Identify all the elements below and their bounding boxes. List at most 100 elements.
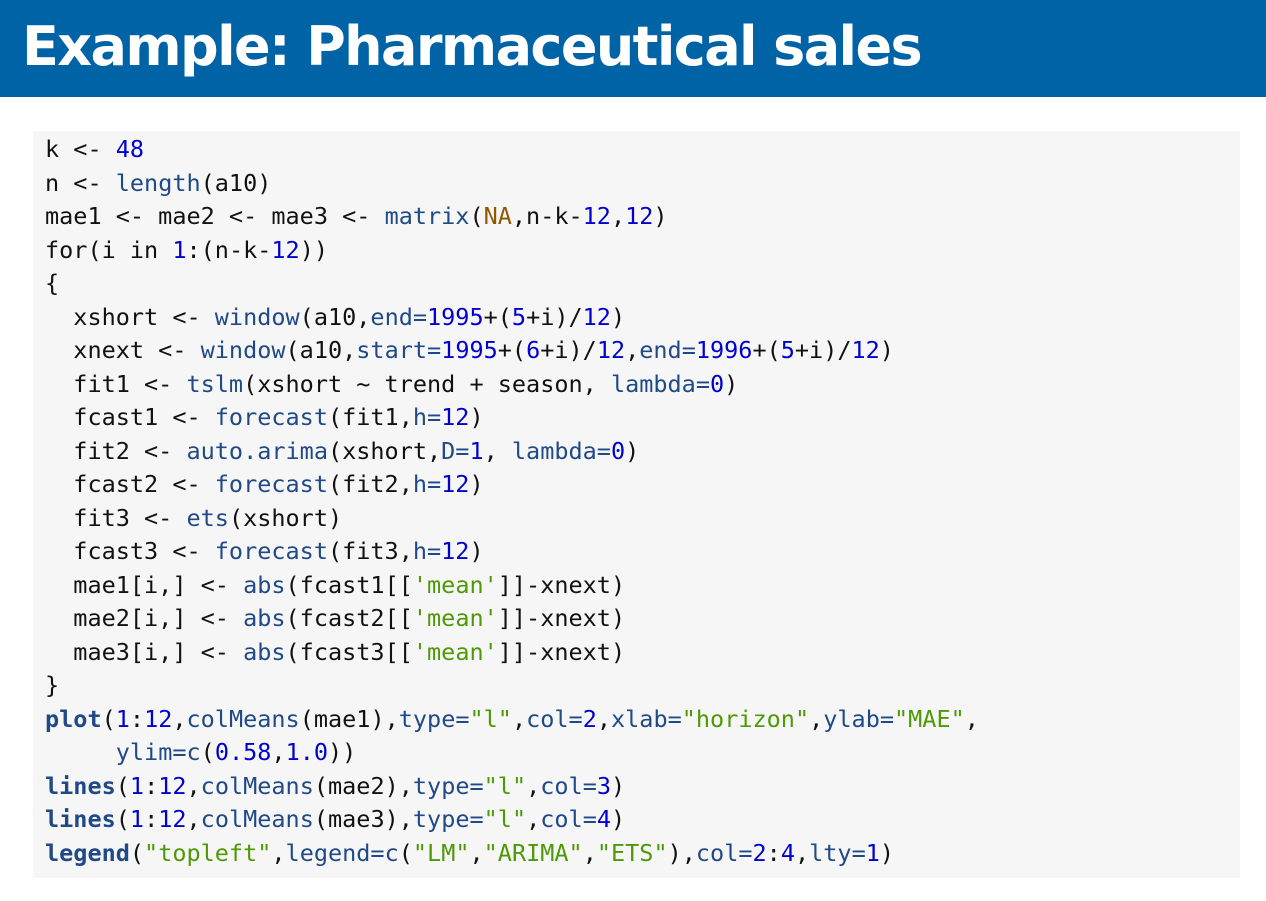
code-token: 1 [129,771,145,800]
code-token: ) [625,436,640,465]
code-line: fit3 <- ets(xshort) [45,502,1240,536]
code-token: "horizon" [681,704,810,733]
code-token: abs [243,604,286,632]
code-line: } [45,669,1240,703]
code-token: , [469,838,484,867]
code-token: ) [879,838,895,867]
code-token: 1 [115,704,130,733]
code-token: col= [526,704,583,733]
code-token: 1996 [695,336,753,364]
code-token: abs [243,637,286,666]
code-token: mae2[i,] <- [45,604,244,632]
code-token: 12 [271,235,300,264]
code-token: ) [611,771,626,800]
code-token: 2 [582,704,597,733]
code-token: colMeans [186,704,300,733]
code-token: , [271,738,286,766]
code-token: end= [370,302,428,331]
code-token: lines [45,805,116,833]
code-token: type= [412,805,484,833]
code-token: ]]-xnext) [497,604,626,632]
code-token: k <- [45,135,116,163]
code-token: , [625,336,640,364]
code-token [45,738,116,766]
code-token: 12 [582,302,611,331]
code-token: (fcast1[[ [285,570,413,599]
code-token: +( [483,302,512,331]
code-token: forecast [214,403,328,431]
code-token: xlab= [611,704,682,733]
code-token: length [115,168,201,197]
code-token: h= [412,470,442,498]
code-token: mae1 <- mae2 <- mae3 <- [45,202,385,230]
code-token: auto.arima [186,436,328,465]
code-token: 3 [596,771,612,800]
code-token: "l" [483,805,527,833]
code-token: 2 [752,838,767,867]
code-token: fcast3 <- [45,537,215,565]
code-token: fit1 <- [45,369,187,398]
code-token: (fit2, [327,470,413,498]
code-token: col= [540,805,597,833]
code-line: fit1 <- tslm(xshort ~ trend + season, la… [45,368,1240,402]
code-token: , [964,704,979,733]
code-line: fcast2 <- forecast(fit2,h=12) [45,468,1240,502]
code-token: for(i in [45,235,173,264]
code-token: 4 [780,838,795,867]
code-token: 'mean' [412,637,498,666]
code-token: 1 [172,235,187,264]
code-token: ( [115,771,130,800]
code-token: ,n-k- [511,202,583,230]
code-token: (fit3, [327,537,413,565]
code-token: 0 [610,436,626,465]
code-token: 12 [158,805,187,833]
code-line: k <- 48 [45,133,1240,167]
code-token: "l" [483,771,527,800]
code-token: tslm [186,369,244,398]
code-token: col= [695,838,753,867]
code-token: ( [101,704,116,733]
code-token: (fit1, [327,403,413,431]
code-token: : [144,771,159,800]
code-token: )) [328,738,357,766]
code-line: { [45,267,1240,301]
code-line: fcast1 <- forecast(fit1,h=12) [45,401,1240,435]
code-token: , [271,838,286,867]
code-token: 'mean' [412,570,498,599]
code-token: colMeans [200,771,314,800]
code-token: (mae2), [313,771,413,800]
code-token: ) [469,403,484,431]
code-line: legend("topleft",legend=c("LM","ARIMA","… [45,837,1240,871]
code-token: 1 [865,838,880,867]
code-token: "l" [469,704,512,733]
code-token: , [511,704,527,733]
code-token: "ETS" [596,838,668,867]
code-token: , [526,771,541,800]
code-token: colMeans [200,805,314,833]
code-token: 1 [469,436,484,465]
code-token: abs [243,570,286,599]
code-token: 1995 [441,336,498,364]
code-line: xnext <- window(a10,start=1995+(6+i)/12,… [45,334,1240,368]
code-token: ) [653,202,668,230]
code-token: type= [398,704,470,733]
code-token: ]]-xnext) [497,570,626,599]
code-token: h= [412,537,442,565]
code-token: 12 [441,470,470,498]
code-token: , [186,805,201,833]
code-token: 0.58 [214,738,272,766]
code-token: legend [45,838,130,867]
code-token: ) [724,369,739,398]
code-token: xnext <- [45,336,201,364]
code-token: h= [412,403,442,431]
code-line: lines(1:12,colMeans(mae2),type="l",col=3… [45,770,1240,804]
code-token: (mae3), [313,805,413,833]
code-line: mae1 <- mae2 <- mae3 <- matrix(NA,n-k-12… [45,200,1240,234]
code-token: c [384,838,399,867]
code-token: matrix [384,202,470,230]
code-token: ylim= [115,738,187,766]
code-token: (a10, [299,302,371,331]
code-token: lambda= [511,436,611,465]
title-bar: Example: Pharmaceutical sales [0,0,1266,97]
code-line: lines(1:12,colMeans(mae3),type="l",col=4… [45,803,1240,837]
